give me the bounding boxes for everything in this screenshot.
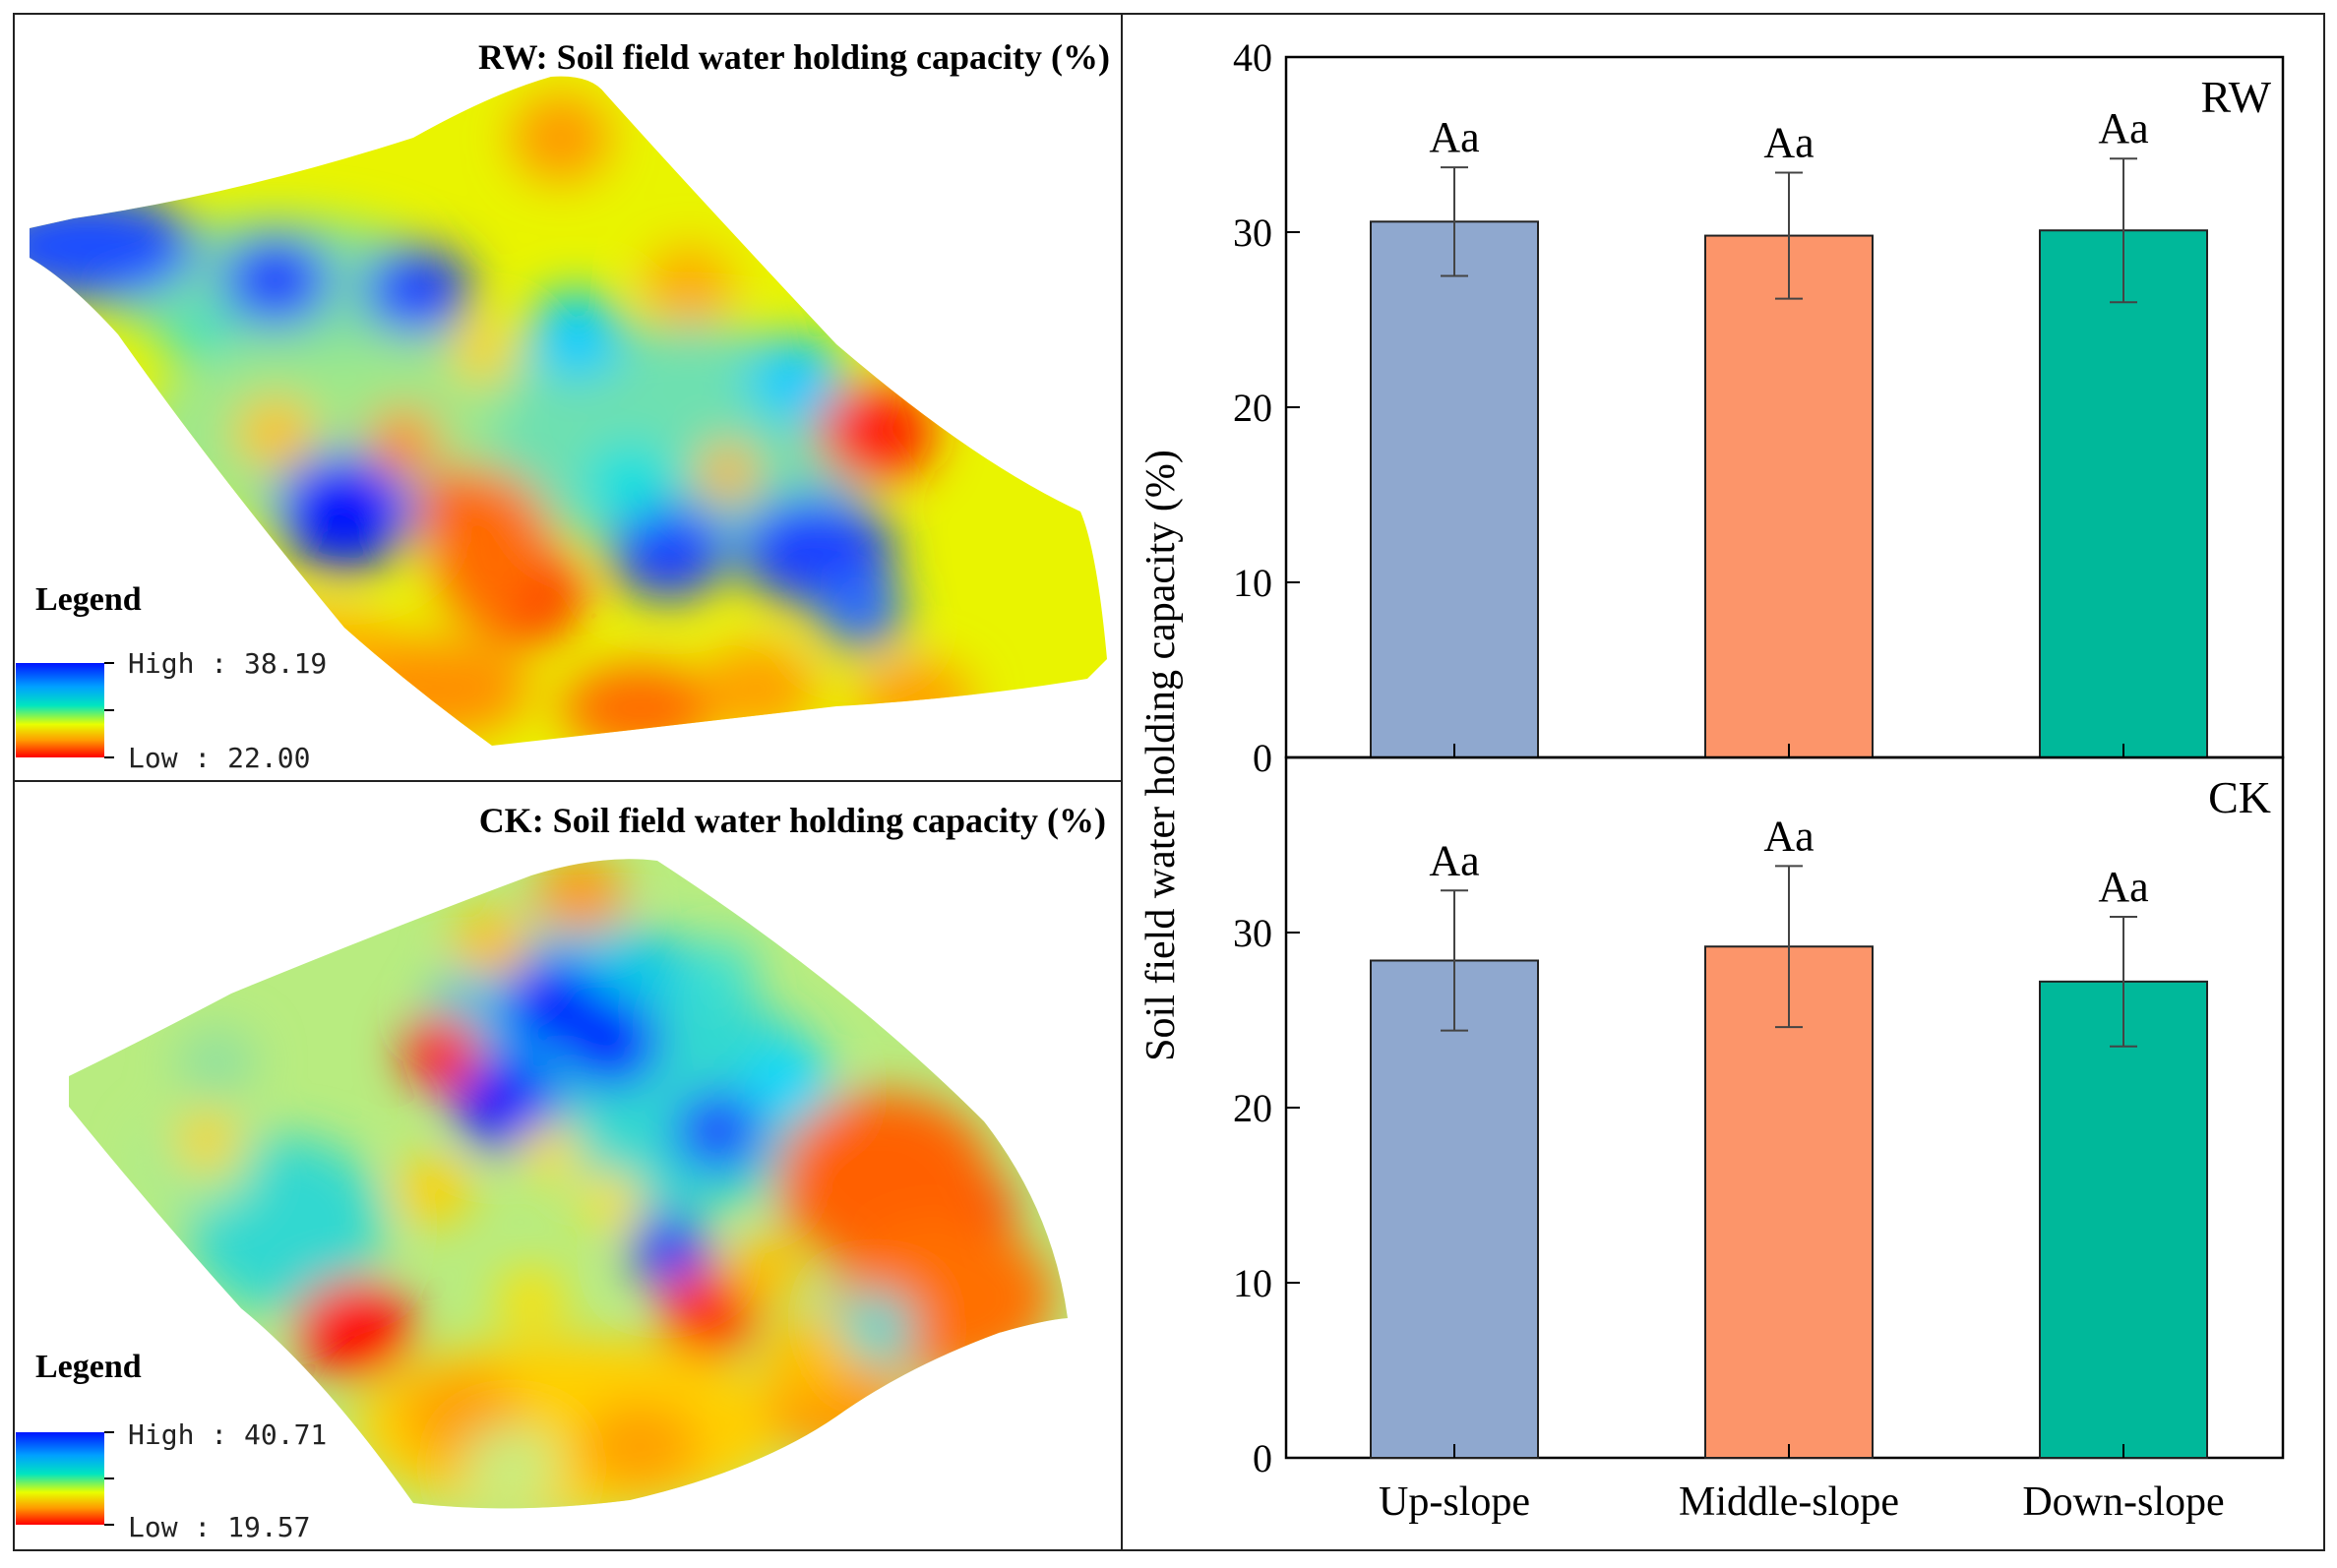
significance-label: Aa [2098,104,2148,152]
ck-bar-chart: 0 10 20 30 CK Aa Up-slope Aa Middle-slope Aa Down-… [1233,755,2285,1525]
y-tick-label: 0 [1253,1436,1272,1480]
significance-label: Aa [2098,863,2148,911]
y-tick-label: 30 [1233,911,1272,955]
rw-map-title: RW: Soil field water holding capacity (%… [478,37,1110,77]
y-tick-label: 0 [1253,736,1272,780]
x-category-label: Up-slope [1379,1479,1530,1525]
x-category-label: Middle-slope [1679,1479,1899,1525]
rw-legend-colorbar [16,663,104,757]
x-category-label: Down-slope [2022,1479,2224,1525]
y-axis-label: Soil field water holding capacity (%) [1138,450,1184,1061]
ck-legend-high: High : 40.71 [128,1418,327,1451]
y-tick-label: 20 [1233,386,1272,430]
significance-label: Aa [1763,118,1814,166]
y-tick-label: 30 [1233,211,1272,255]
bar [2039,229,2208,759]
y-tick-label: 10 [1233,1261,1272,1305]
y-tick-label: 40 [1233,35,1272,80]
panel-label: CK [2208,772,2271,822]
bar [1704,234,1874,758]
ck-map: CK: Soil field water holding capacity (%… [16,801,1106,1543]
panel-label: RW [2200,72,2271,122]
rw-legend-high: High : 38.19 [128,647,327,680]
bar [2039,980,2208,1460]
rw-bar-chart: 0 10 20 30 40 RW Aa Aa Aa [1233,35,2285,780]
bar [1704,945,1874,1459]
ck-legend-colorbar [16,1432,104,1525]
chart-panel-frame [1121,13,2325,1551]
rw-legend-low: Low : 22.00 [128,742,310,774]
bar [1370,220,1539,758]
y-tick-label: 10 [1233,561,1272,605]
rw-legend-title: Legend [35,581,142,618]
rw-map: RW: Soil field water holding capacity (%… [16,37,1110,774]
y-tick-label: 20 [1233,1086,1272,1130]
bar [1370,959,1539,1459]
significance-label: Aa [1429,836,1479,884]
ck-map-title: CK: Soil field water holding capacity (%… [479,801,1106,840]
significance-label: Aa [1763,812,1814,860]
significance-label: Aa [1429,113,1479,161]
ck-legend-title: Legend [35,1349,142,1385]
ck-legend-low: Low : 19.57 [128,1511,310,1543]
